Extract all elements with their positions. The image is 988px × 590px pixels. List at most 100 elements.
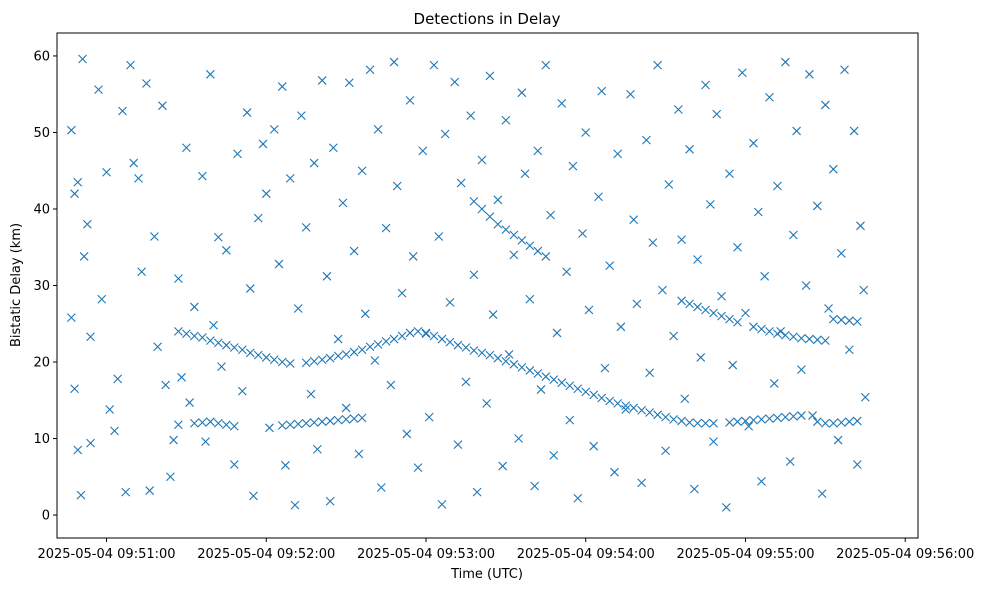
data-point bbox=[541, 60, 551, 70]
data-point bbox=[242, 108, 252, 117]
data-point bbox=[789, 332, 798, 342]
data-point bbox=[581, 128, 591, 137]
data-point bbox=[258, 139, 268, 149]
data-point bbox=[424, 412, 434, 422]
data-point bbox=[373, 125, 383, 134]
data-point bbox=[533, 369, 543, 378]
data-point bbox=[341, 403, 351, 413]
data-point bbox=[605, 396, 615, 406]
data-point bbox=[205, 417, 215, 427]
data-point bbox=[801, 281, 811, 290]
data-point bbox=[785, 457, 795, 466]
data-point bbox=[568, 161, 578, 171]
data-point bbox=[808, 411, 817, 420]
data-point bbox=[217, 362, 226, 371]
data-point bbox=[233, 149, 242, 159]
data-point bbox=[357, 413, 367, 423]
data-point bbox=[501, 225, 511, 235]
data-point bbox=[78, 54, 87, 64]
data-point bbox=[121, 487, 131, 497]
data-point bbox=[773, 413, 782, 423]
data-point bbox=[509, 250, 519, 260]
data-point bbox=[589, 390, 599, 400]
y-tick-label: 40 bbox=[33, 202, 50, 217]
data-point bbox=[817, 489, 827, 499]
data-point bbox=[765, 327, 774, 336]
data-point bbox=[792, 126, 801, 136]
data-point bbox=[844, 417, 854, 427]
data-point bbox=[765, 414, 774, 424]
data-point bbox=[498, 461, 508, 471]
y-axis-title: Bistatic Delay (km) bbox=[9, 223, 24, 347]
data-point bbox=[541, 252, 551, 261]
data-point bbox=[189, 418, 199, 428]
data-point bbox=[477, 204, 487, 214]
data-point bbox=[504, 349, 514, 359]
data-point bbox=[309, 158, 319, 168]
data-point bbox=[389, 334, 399, 344]
data-point bbox=[197, 418, 207, 427]
x-tick-label: 2025-05-04 09:54:00 bbox=[517, 547, 655, 562]
data-point bbox=[769, 379, 779, 388]
data-point bbox=[197, 333, 207, 342]
data-point bbox=[689, 484, 699, 494]
data-point bbox=[680, 394, 690, 404]
data-point bbox=[408, 252, 418, 261]
data-point bbox=[293, 304, 303, 313]
data-point bbox=[733, 317, 742, 327]
data-point bbox=[597, 393, 607, 403]
data-point bbox=[253, 350, 263, 360]
data-point bbox=[341, 349, 351, 359]
data-point bbox=[525, 366, 535, 375]
data-point bbox=[145, 486, 155, 495]
data-point bbox=[749, 415, 758, 425]
data-point bbox=[66, 125, 76, 135]
data-point bbox=[381, 223, 391, 233]
data-point bbox=[562, 267, 571, 277]
data-point bbox=[328, 143, 338, 153]
data-point bbox=[664, 180, 674, 189]
data-point bbox=[373, 340, 383, 349]
data-point bbox=[781, 57, 790, 67]
data-point bbox=[685, 418, 694, 427]
data-point bbox=[509, 359, 519, 369]
data-point bbox=[573, 384, 583, 394]
data-point bbox=[249, 491, 258, 501]
data-point bbox=[733, 242, 742, 252]
data-point bbox=[466, 111, 476, 121]
data-point bbox=[285, 173, 295, 183]
data-point bbox=[581, 387, 591, 397]
data-point bbox=[261, 189, 271, 199]
data-point bbox=[402, 429, 412, 439]
data-point bbox=[73, 445, 83, 455]
x-tick-label: 2025-05-04 09:56:00 bbox=[836, 547, 974, 562]
data-point bbox=[317, 417, 327, 427]
data-point bbox=[453, 440, 463, 450]
data-point bbox=[637, 478, 647, 488]
data-point bbox=[306, 389, 316, 399]
data-point bbox=[525, 294, 535, 304]
data-point bbox=[461, 377, 471, 387]
y-axis-ticks: 0 10 20 30 40 50 60 bbox=[33, 49, 57, 524]
data-point bbox=[205, 336, 215, 345]
data-point bbox=[290, 500, 300, 510]
data-point bbox=[437, 499, 447, 509]
data-point bbox=[844, 345, 854, 355]
data-point bbox=[429, 60, 439, 70]
data-point bbox=[765, 92, 774, 102]
data-point bbox=[648, 238, 658, 248]
data-point bbox=[189, 302, 199, 312]
data-point bbox=[541, 372, 551, 381]
data-point bbox=[725, 169, 734, 179]
plot-area-frame bbox=[56, 32, 919, 539]
data-point bbox=[797, 365, 806, 375]
data-point bbox=[804, 69, 814, 79]
data-point bbox=[309, 418, 319, 427]
data-point bbox=[365, 65, 375, 75]
x-axis-title: Time (UTC) bbox=[450, 567, 523, 582]
data-point bbox=[741, 308, 750, 318]
data-point bbox=[182, 329, 191, 339]
data-point bbox=[820, 100, 830, 110]
data-point bbox=[325, 496, 335, 506]
x-tick-label: 2025-05-04 09:53:00 bbox=[357, 547, 495, 562]
